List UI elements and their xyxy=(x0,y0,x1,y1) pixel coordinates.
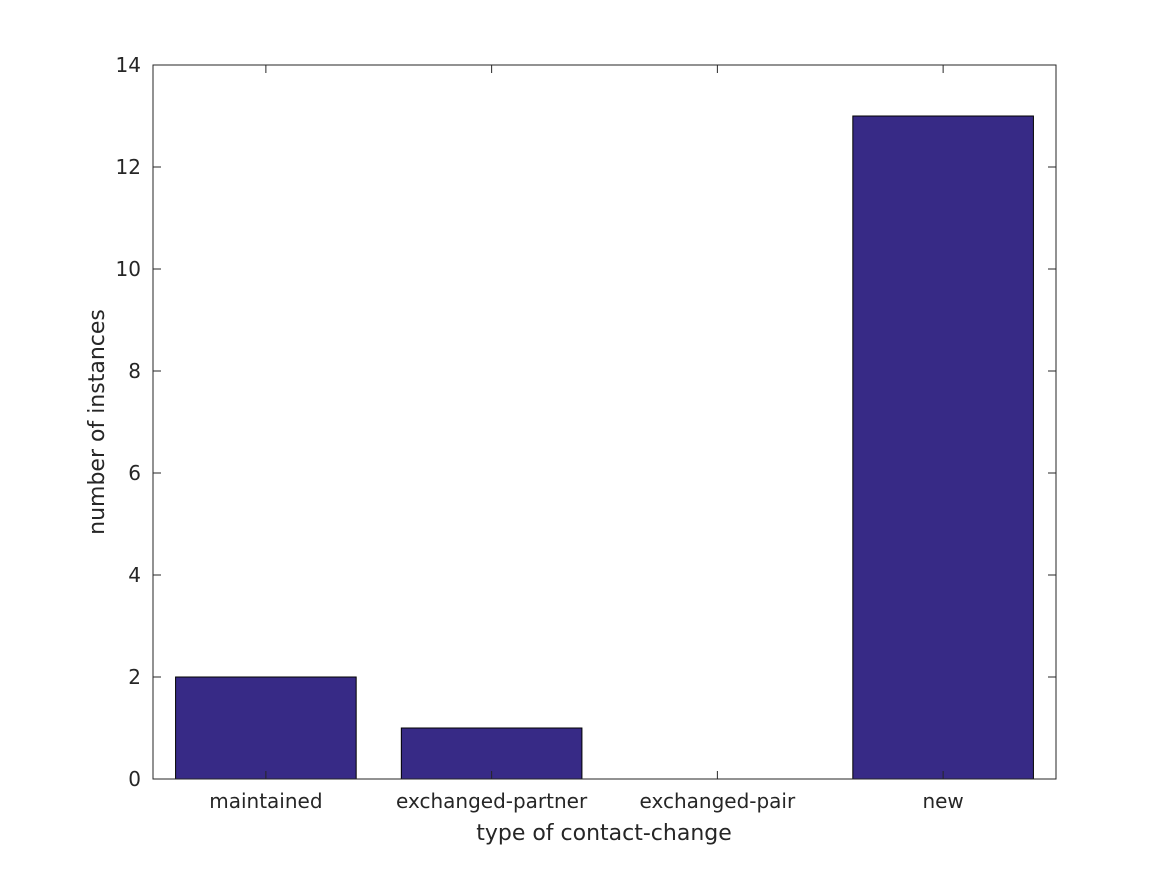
y-tick-label-12: 12 xyxy=(116,155,141,179)
x-tick-label-maintained: maintained xyxy=(209,789,322,813)
y-tick-label-14: 14 xyxy=(116,53,141,77)
y-tick-label-6: 6 xyxy=(128,461,141,485)
x-tick-label-exchanged-pair: exchanged-pair xyxy=(640,789,796,813)
x-axis-label: type of contact-change xyxy=(476,821,732,846)
y-tick-label-2: 2 xyxy=(128,665,141,689)
y-tick-labels: 0 2 4 6 8 10 12 14 xyxy=(116,53,141,791)
y-tick-label-8: 8 xyxy=(128,359,141,383)
bar-new xyxy=(852,115,1034,780)
y-axis-label: number of instances xyxy=(85,309,110,535)
bar-exchanged-partner xyxy=(400,727,583,780)
x-tick-label-exchanged-partner: exchanged-partner xyxy=(396,789,588,813)
x-tick-labels: maintained exchanged-partner exchanged-pai… xyxy=(209,789,964,813)
x-tick-label-new: new xyxy=(922,789,963,813)
bar-maintained xyxy=(175,676,357,780)
bars-group xyxy=(175,115,1034,780)
y-tick-label-0: 0 xyxy=(128,767,141,791)
y-tick-label-4: 4 xyxy=(128,563,141,587)
plot-frame xyxy=(152,64,1057,780)
y-tick-label-10: 10 xyxy=(116,257,141,281)
